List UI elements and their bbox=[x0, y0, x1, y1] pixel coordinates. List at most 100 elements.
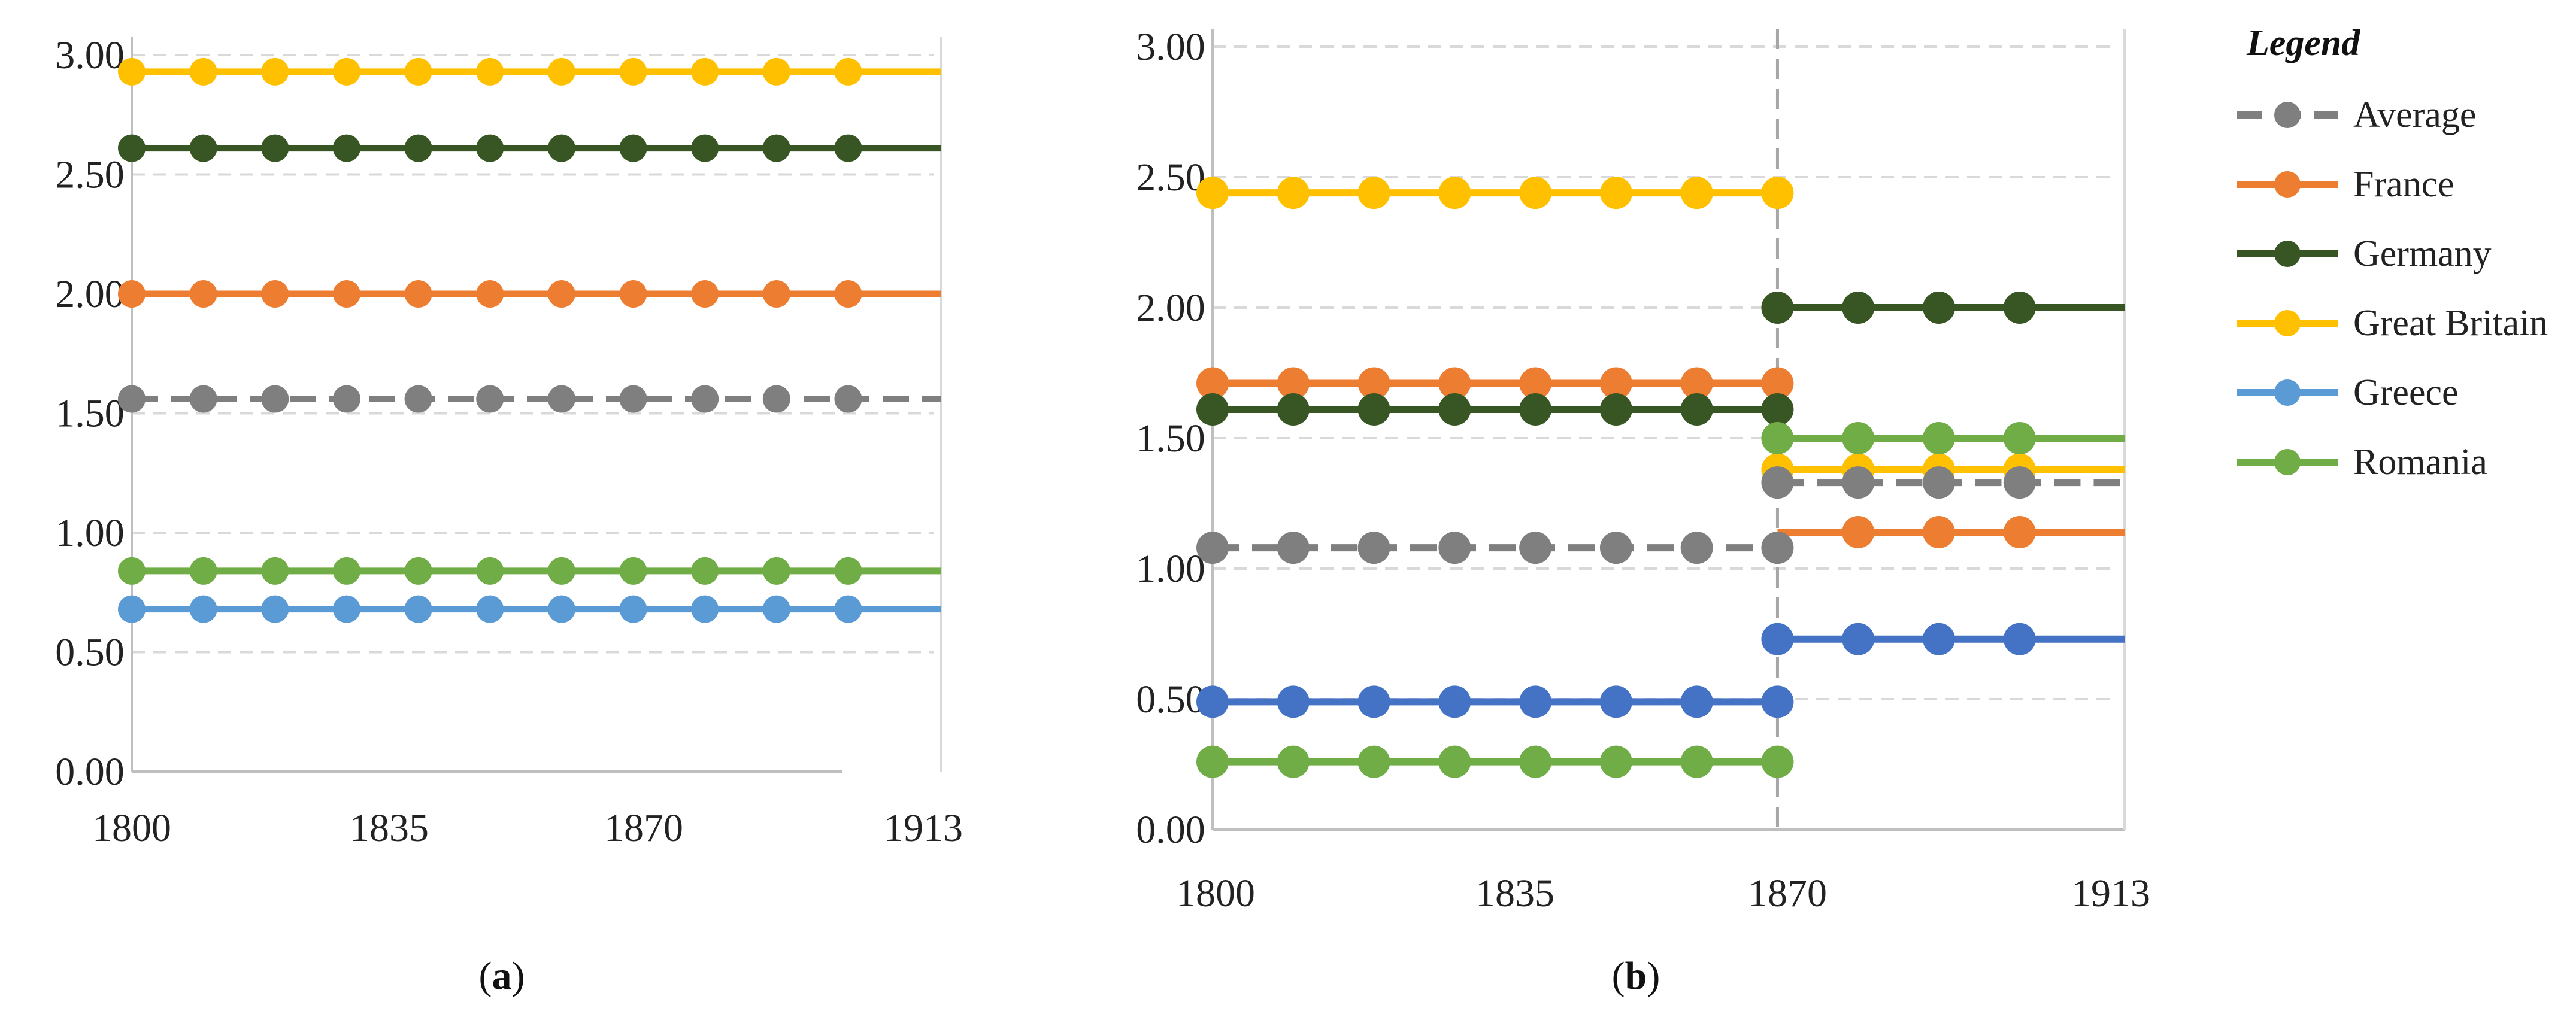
data-point-germany bbox=[691, 134, 719, 162]
legend-item-great-britain: Great Britain bbox=[2237, 303, 2548, 344]
data-point-greece bbox=[1599, 685, 1632, 718]
y-tick-label: 1.00 bbox=[1136, 547, 1205, 591]
y-tick-label: 3.00 bbox=[55, 34, 125, 77]
data-point-greece bbox=[1761, 623, 1794, 655]
legend-swatch-marker bbox=[2274, 310, 2301, 336]
x-tick-label: 1913 bbox=[884, 806, 963, 850]
data-point-average bbox=[476, 385, 504, 413]
data-point-germany bbox=[2003, 292, 2036, 324]
y-tick-label: 3.00 bbox=[1136, 25, 1205, 69]
data-point-greece bbox=[189, 595, 217, 623]
caption-open: ( bbox=[479, 954, 492, 998]
y-tick-label: 2.50 bbox=[1136, 156, 1205, 199]
caption-letter: b bbox=[1625, 954, 1647, 998]
data-point-average bbox=[1519, 532, 1552, 564]
legend-item-france: France bbox=[2237, 164, 2454, 205]
data-point-average bbox=[691, 385, 719, 413]
data-point-greece bbox=[834, 595, 862, 623]
data-point-romania bbox=[1277, 745, 1310, 778]
data-point-greece bbox=[261, 595, 289, 623]
data-point-germany bbox=[1196, 393, 1229, 426]
legend-title: Legend bbox=[2246, 23, 2360, 63]
data-point-romania bbox=[2003, 422, 2036, 454]
data-point-france bbox=[2003, 515, 2036, 548]
data-point-average bbox=[1277, 532, 1310, 564]
series-average bbox=[1196, 466, 2125, 564]
legend-swatch-marker bbox=[2274, 171, 2301, 198]
caption-open: ( bbox=[1612, 954, 1625, 998]
legend-label: Romania bbox=[2353, 442, 2487, 482]
data-point-average bbox=[619, 385, 647, 413]
data-point-average bbox=[1357, 532, 1390, 564]
data-point-romania bbox=[1357, 745, 1390, 778]
data-point-france bbox=[1680, 367, 1713, 400]
data-point-average bbox=[1196, 532, 1229, 564]
data-point-average bbox=[1438, 532, 1471, 564]
data-point-average bbox=[404, 385, 432, 413]
data-point-germany bbox=[1519, 393, 1552, 426]
y-tick-label: 2.00 bbox=[55, 272, 125, 316]
data-point-average bbox=[1923, 466, 1956, 499]
x-tick-label: 1835 bbox=[350, 806, 429, 850]
data-point-romania bbox=[619, 557, 647, 585]
data-point-romania bbox=[834, 557, 862, 585]
y-tick-label: 0.50 bbox=[55, 631, 125, 675]
data-point-romania bbox=[1519, 745, 1552, 778]
data-point-great-britain bbox=[118, 57, 146, 86]
data-point-germany bbox=[1277, 393, 1310, 426]
data-point-great-britain bbox=[1599, 177, 1632, 210]
series-france bbox=[1196, 367, 2125, 548]
data-point-france bbox=[547, 280, 575, 308]
data-point-romania bbox=[261, 557, 289, 585]
legend-item-average: Average bbox=[2237, 95, 2476, 135]
data-point-romania bbox=[691, 557, 719, 585]
legend-swatch-marker bbox=[2274, 379, 2301, 406]
data-point-germany bbox=[1438, 393, 1471, 426]
data-point-france bbox=[619, 280, 647, 308]
data-point-greece bbox=[2003, 623, 2036, 655]
chart-panel-b: 0.00 0.50 1.00 1.50 2.00 2.50 3.00 1800 1835 1870… bbox=[1136, 25, 2150, 915]
data-point-greece bbox=[118, 595, 146, 623]
x-tick-label: 1870 bbox=[1748, 872, 1827, 915]
legend: Legend Average France Germany Great Britain G… bbox=[2237, 23, 2548, 482]
data-point-greece bbox=[476, 595, 504, 623]
data-point-germany bbox=[476, 134, 504, 162]
data-point-greece bbox=[1519, 685, 1552, 718]
data-point-france bbox=[834, 280, 862, 308]
data-point-great-britain bbox=[547, 57, 575, 86]
y-tick-label: 1.50 bbox=[1136, 417, 1205, 460]
data-point-germany bbox=[1761, 292, 1794, 324]
data-point-france bbox=[332, 280, 360, 308]
data-point-average bbox=[189, 385, 217, 413]
chart-panel-a: 0.00 0.50 1.00 1.50 2.00 2.50 3.00 1800 1835 1870… bbox=[55, 34, 963, 850]
legend-item-romania: Romania bbox=[2237, 442, 2487, 482]
data-point-romania bbox=[1196, 745, 1229, 778]
x-tick-label: 1800 bbox=[1176, 872, 1255, 915]
data-point-great-britain bbox=[1196, 177, 1229, 210]
data-point-average bbox=[1761, 466, 1794, 499]
data-point-average bbox=[1761, 532, 1794, 564]
y-tick-label: 2.00 bbox=[1136, 286, 1205, 330]
series-germany bbox=[118, 134, 941, 162]
data-point-romania bbox=[189, 557, 217, 585]
data-point-average bbox=[332, 385, 360, 413]
data-point-romania bbox=[404, 557, 432, 585]
data-point-france bbox=[118, 280, 146, 308]
y-tick-label: 1.00 bbox=[55, 511, 125, 555]
data-point-great-britain bbox=[1680, 177, 1713, 210]
data-point-germany bbox=[1761, 393, 1794, 426]
x-tick-label: 1913 bbox=[2071, 872, 2150, 915]
data-point-greece bbox=[619, 595, 647, 623]
series-average bbox=[118, 385, 941, 413]
data-point-great-britain bbox=[1438, 177, 1471, 210]
data-point-great-britain bbox=[1519, 177, 1552, 210]
data-point-greece bbox=[1277, 685, 1310, 718]
data-point-romania bbox=[1438, 745, 1471, 778]
data-point-germany bbox=[332, 134, 360, 162]
data-point-average bbox=[1680, 532, 1713, 564]
legend-label: Germany bbox=[2353, 233, 2492, 274]
data-point-germany bbox=[404, 134, 432, 162]
series-germany bbox=[1196, 292, 2125, 426]
data-point-greece bbox=[1196, 685, 1229, 718]
data-point-great-britain bbox=[1277, 177, 1310, 210]
